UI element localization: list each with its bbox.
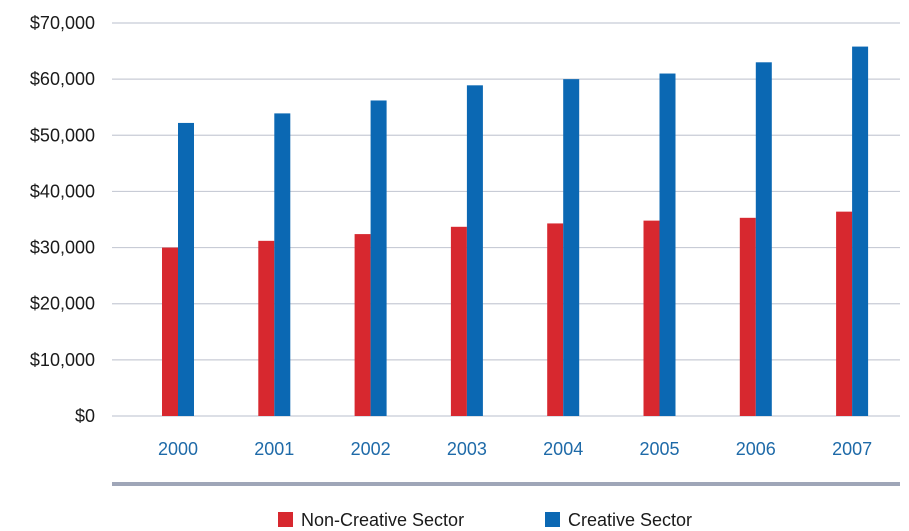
bar-creative-sector-2006 xyxy=(755,62,772,417)
legend: Non-Creative Sector Creative Sector xyxy=(278,510,692,530)
y-axis-ticks: $0 $10,000 $20,000 $30,000 $40,000 $50,000 $60… xyxy=(30,13,95,426)
x-tick-label: 2001 xyxy=(254,439,294,459)
legend-swatch xyxy=(278,512,293,527)
bar-creative-sector-2007 xyxy=(852,46,869,416)
bar-non-creative-sector-2005 xyxy=(643,220,660,416)
x-tick-label: 2003 xyxy=(447,439,487,459)
grid-lines xyxy=(112,22,900,417)
x-axis-ticks: 2000 2001 2002 2003 2004 2005 2006 2007 xyxy=(158,439,872,459)
bar-non-creative-sector-2004 xyxy=(547,223,564,416)
legend-swatch xyxy=(545,512,560,527)
bar-creative-sector-2005 xyxy=(659,73,676,417)
bar-non-creative-sector-2003 xyxy=(450,226,467,416)
bar-non-creative-sector-2007 xyxy=(836,211,853,416)
x-tick-label: 2007 xyxy=(832,439,872,459)
legend-label: Creative Sector xyxy=(568,510,692,530)
y-tick-label: $70,000 xyxy=(30,13,95,33)
bars xyxy=(162,46,869,417)
bar-creative-sector-2004 xyxy=(563,79,580,417)
bar-non-creative-sector-2006 xyxy=(739,217,756,416)
bar-creative-sector-2002 xyxy=(370,100,387,416)
y-tick-label: $50,000 xyxy=(30,125,95,145)
legend-item-creative-sector: Creative Sector xyxy=(545,510,692,530)
x-tick-label: 2000 xyxy=(158,439,198,459)
x-tick-label: 2005 xyxy=(639,439,679,459)
x-tick-label: 2006 xyxy=(736,439,776,459)
y-tick-label: $60,000 xyxy=(30,69,95,89)
y-tick-label: $0 xyxy=(75,406,95,426)
bar-creative-sector-2001 xyxy=(274,113,291,416)
bar-creative-sector-2003 xyxy=(466,85,483,416)
bar-non-creative-sector-2002 xyxy=(354,234,371,416)
bar-creative-sector-2000 xyxy=(178,122,194,416)
x-tick-label: 2002 xyxy=(351,439,391,459)
bar-non-creative-sector-2001 xyxy=(258,240,275,416)
y-tick-label: $30,000 xyxy=(30,238,95,258)
x-tick-label: 2004 xyxy=(543,439,583,459)
y-tick-label: $10,000 xyxy=(30,350,95,370)
y-tick-label: $40,000 xyxy=(30,181,95,201)
legend-item-non-creative-sector: Non-Creative Sector xyxy=(278,510,464,530)
bar-non-creative-sector-2000 xyxy=(162,247,178,416)
legend-label: Non-Creative Sector xyxy=(301,510,464,530)
y-tick-label: $20,000 xyxy=(30,294,95,314)
